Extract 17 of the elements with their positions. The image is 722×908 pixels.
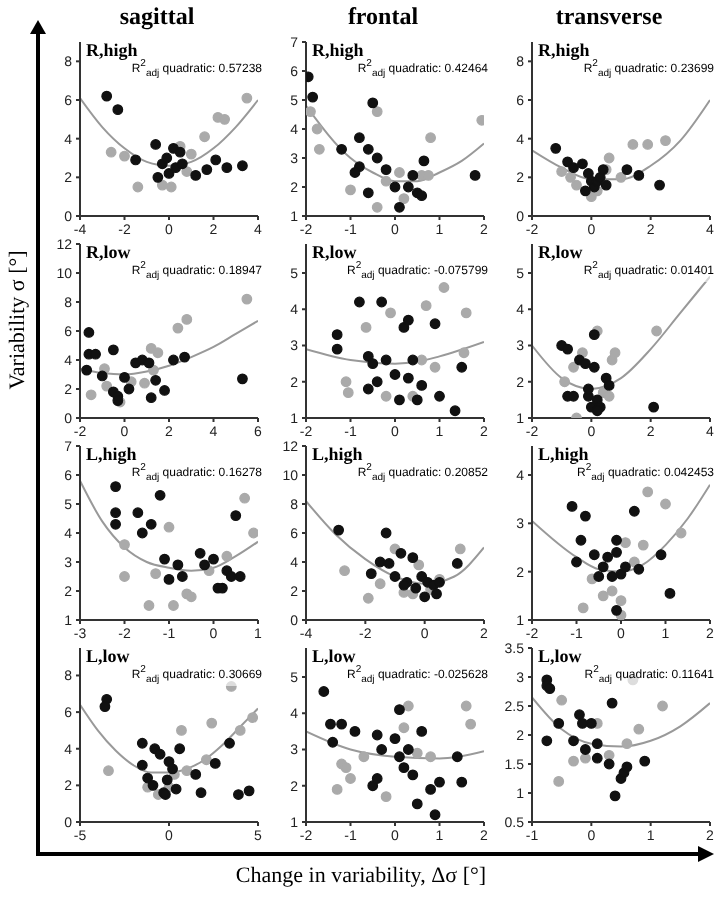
chart-title: R,high [86, 40, 138, 60]
chart-title: L,low [312, 646, 356, 666]
chart-title: R,low [538, 242, 583, 262]
chart-title: R,low [312, 242, 357, 262]
y-axis-title: Variability σ [°] [6, 250, 30, 390]
chart-subtitle: transverse [553, 2, 665, 32]
chart-title: L,low [86, 646, 130, 666]
chart-title: L,low [538, 646, 582, 666]
chart-subtitle: frontal [345, 2, 421, 32]
chart-title: R,high [538, 40, 590, 60]
chart-subtitle: sagittal [117, 2, 197, 32]
chart-title: R,high [312, 40, 364, 60]
chart-title: L,high [538, 444, 589, 464]
chart-title: L,high [312, 444, 363, 464]
chart-title: R,low [86, 242, 131, 262]
x-axis-title: Change in variability, Δσ [°] [233, 864, 489, 888]
chart-title: L,high [86, 444, 137, 464]
